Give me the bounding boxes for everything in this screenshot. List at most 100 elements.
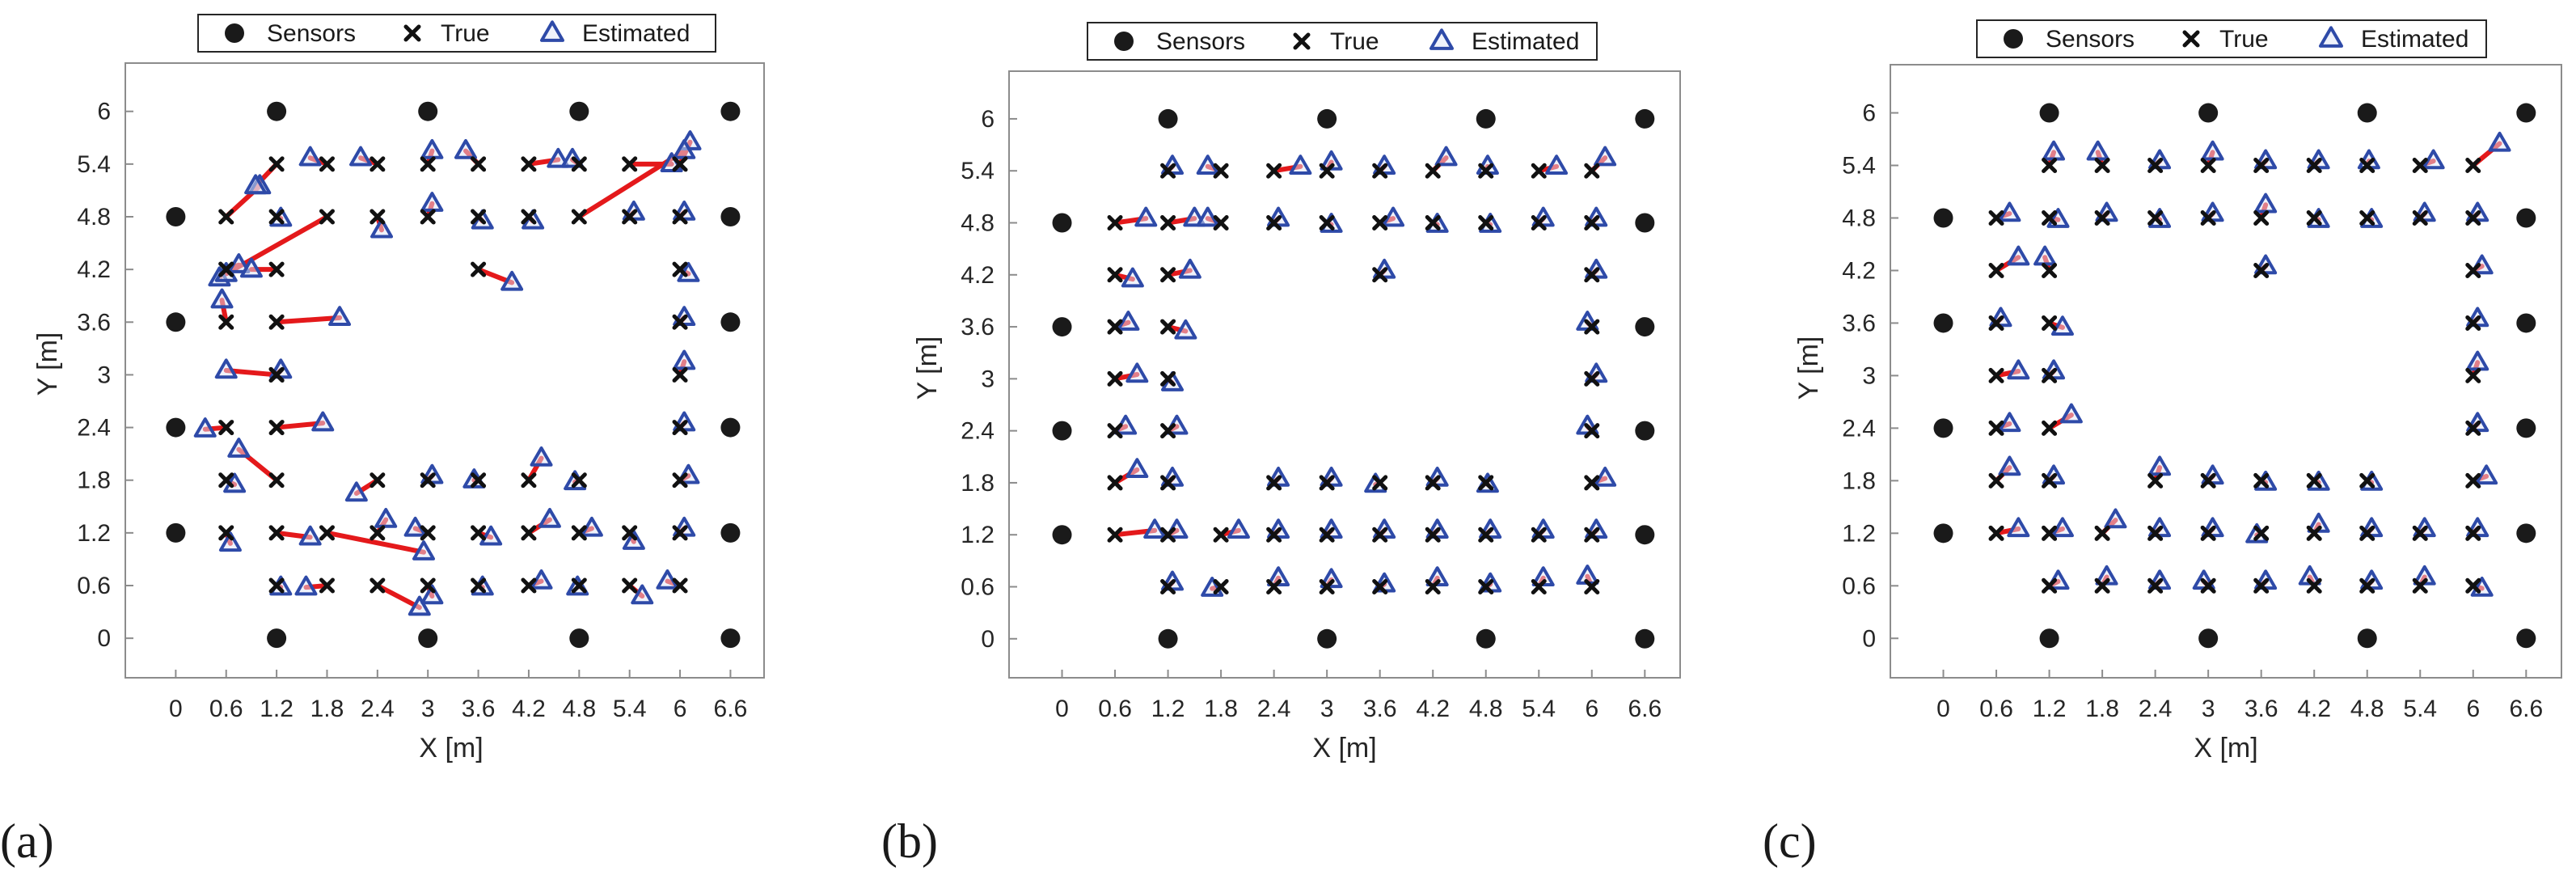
panel-b-legend-sensors-label: Sensors (1156, 28, 1245, 55)
panel-b-true-point (1266, 215, 1282, 231)
panel-a-true-point (622, 525, 638, 541)
panel-a-ytick-label: 3 (97, 362, 111, 388)
panel-b-sensor-point (1052, 525, 1072, 545)
panel-c-estimated-point (2475, 464, 2498, 485)
panel-b-true-point (1213, 527, 1229, 543)
panel-c-true-point (2200, 525, 2216, 541)
panel-c-estimated-point (2059, 403, 2083, 424)
panel-c-true-point (2042, 525, 2058, 541)
panel-a-estimated-point (344, 481, 368, 502)
panel-b-ytick-label: 4.8 (961, 210, 995, 237)
panel-b-estimated-point (1289, 154, 1312, 176)
panel-a-estimated-point (227, 253, 251, 273)
panel-c-sensor-point (2516, 418, 2536, 438)
panel-a-true-point (471, 156, 487, 172)
panel-b-ytick-label: 4.2 (961, 262, 995, 289)
panel-a-true-point (672, 420, 688, 436)
panel-a-true-point (571, 209, 587, 225)
panel-a-sensor-point (720, 417, 741, 438)
panel-c-true-point (2465, 525, 2481, 541)
panel-b-true-point (1478, 475, 1494, 491)
panel-b-true-point (1319, 527, 1335, 543)
panel-c-true-point (2094, 577, 2110, 594)
panel-c-true-point (2147, 472, 2164, 489)
panel-a-estimated-point (298, 146, 322, 167)
panel-a-true-point (420, 472, 436, 489)
panel-c-xtick-label: 1.8 (2085, 696, 2119, 722)
panel-c-xtick-label: 1.2 (2033, 696, 2067, 722)
panel-b-xtick-label: 1.8 (1204, 696, 1238, 722)
panel-a-true-point (268, 577, 285, 594)
panel-b-true-point (1372, 579, 1388, 594)
panel-b-true-point (1584, 423, 1600, 439)
panel-a-estimated-point (412, 540, 436, 560)
panel-c-ytick-label: 3.6 (1842, 310, 1876, 336)
panel-a-sensor-point (418, 628, 438, 649)
panel-c-ytick-label: 1.8 (1842, 467, 1876, 494)
panel-a-true-point (370, 472, 386, 489)
panel-b-legend-estimated-label: Estimated (1472, 28, 1579, 55)
panel-a-true-point (672, 525, 688, 541)
panel-c-true-point (2359, 210, 2375, 226)
panel-a-legend: Sensors True Estimated (197, 14, 716, 53)
panel-b-estimated-point (1594, 146, 1617, 167)
panel-a-true-point (471, 261, 487, 277)
panel-c-ytick-label: 4.8 (1842, 205, 1876, 232)
panel-b: 0 0.6 1.2 1.8 2.4 3 3.6 4.2 4.8 5.4 6 6.6 0 0.6 1.2 1.8… (881, 22, 1681, 868)
panel-b-true-point (1213, 579, 1229, 594)
panel-b-estimated-point (1196, 206, 1219, 227)
panel-b-true-point (1372, 163, 1388, 179)
panel-a-true-point (471, 577, 487, 594)
panel-c-sensor-point (2516, 523, 2536, 544)
panel-a-estimated-point (349, 146, 373, 167)
panel-b-true-point (1160, 267, 1176, 283)
panel-a-ytick-label: 1.2 (77, 520, 111, 547)
panel-b-true-point (1266, 475, 1282, 491)
panel-b-true-point (1107, 475, 1123, 491)
panel-c-true-point (1988, 420, 2004, 436)
panel-a-true-point (471, 209, 487, 225)
panel-a-ytick-label: 0.6 (77, 573, 111, 599)
panel-a-estimated-point (500, 270, 524, 291)
panel-a-estimated-point (311, 411, 335, 432)
panel-a-xtick-label: 2.4 (361, 696, 395, 722)
panel-b-true-point (1266, 527, 1282, 543)
panel-a-true-point (420, 156, 436, 172)
panel-c-true-point (2412, 210, 2428, 226)
panel-a-ytick-label: 4.8 (77, 204, 111, 231)
panel-b-true-point (1531, 215, 1547, 231)
panel-a-legend-sensors-label: Sensors (267, 20, 356, 47)
panel-a-estimated-point (328, 306, 352, 327)
panel-b-xtick-label: 5.4 (1522, 696, 1556, 722)
panel-a-true-point (370, 577, 386, 594)
panel-b-legend-box (1087, 22, 1598, 61)
panel-a-true-point (521, 209, 537, 225)
panel-c-sensor-point (2039, 628, 2059, 649)
panel-a-estimated-point (294, 575, 318, 596)
panel-a-true-point (268, 209, 285, 225)
panel-a-error-line (374, 583, 422, 611)
panel-b-tag: (b) (881, 814, 938, 868)
panel-a-true-point (218, 472, 234, 489)
panel-b-sensor-point (1317, 108, 1337, 129)
panel-a-xtick-label: 3.6 (462, 696, 496, 722)
panel-c-true-point (2147, 525, 2164, 541)
panel-b-estimated-point (1545, 154, 1569, 176)
panel-b-sensor-point (1635, 628, 1655, 649)
panel-c-true-point (2042, 262, 2058, 278)
panel-a-estimated-point (244, 174, 268, 195)
panel-c-ytick-label: 1.2 (1842, 520, 1876, 547)
panel-c-true-point (2253, 262, 2270, 278)
panel-c-xtick-label: 4.8 (2350, 696, 2384, 722)
panel-b-true-point (1531, 527, 1547, 543)
panel-a-estimated-point (370, 218, 394, 239)
panel-a-sensor-point (720, 628, 741, 649)
panel-a-xtick-label: 5.4 (613, 696, 647, 722)
panel-a-true-point (521, 577, 537, 594)
panel-b-true-point (1584, 319, 1600, 335)
panel-a-true-point (672, 261, 688, 277)
panel-c-estimated-point (1998, 412, 2021, 433)
panel-a-ytick-label: 3.6 (77, 309, 111, 336)
panel-b-estimated-point (1594, 466, 1617, 487)
